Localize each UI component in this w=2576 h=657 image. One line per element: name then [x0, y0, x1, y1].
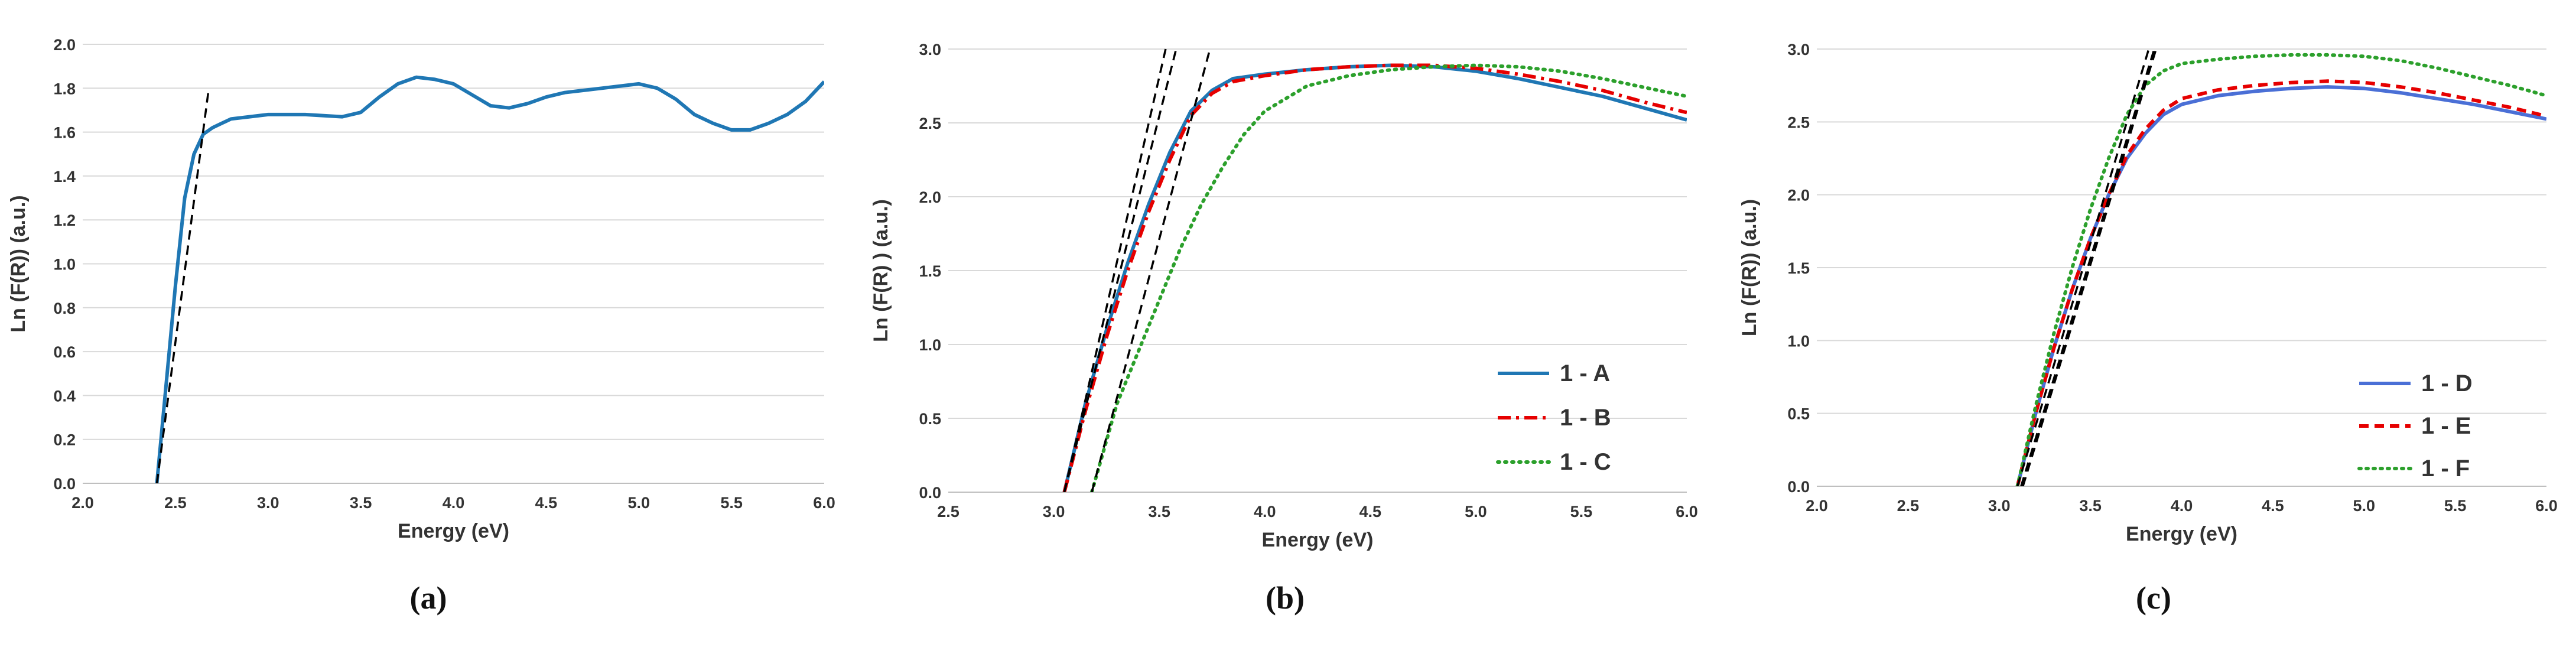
- x-tick-label: 6.0: [2535, 497, 2558, 515]
- legend: 1 - A 1 - B 1 - C: [1496, 360, 1611, 475]
- x-tick-label: 3.0: [1043, 503, 1065, 521]
- y-tick-label: 3.0: [919, 41, 941, 58]
- panel-label: (c): [2136, 580, 2171, 616]
- y-tick-label: 2.5: [919, 115, 941, 132]
- x-tick-label: 2.5: [164, 494, 187, 512]
- y-tick-label: 0.5: [1787, 405, 1810, 423]
- panel-label: (a): [410, 580, 447, 616]
- y-axis-title: Ln (F(R) ) (a.u.): [870, 199, 892, 342]
- y-tick-label: 1.2: [53, 212, 76, 229]
- x-tick-label: 4.0: [2171, 497, 2193, 515]
- series-line-1-d: [2015, 85, 2546, 486]
- chart-panel-2: 0.0 0.5 1.0 1.5 2.0 2.5 3.0 2.5 3.0 3.5 4.0 4.5 5.0 5…: [870, 41, 1698, 616]
- series-line-sample: [155, 75, 824, 483]
- x-tick-label: 3.0: [257, 494, 279, 512]
- y-tick-label: 2.0: [1787, 187, 1810, 204]
- y-tick-label: 2.5: [1787, 113, 1810, 131]
- x-tick-label: 2.0: [1806, 497, 1828, 515]
- x-tick-label: 2.0: [71, 494, 94, 512]
- chart-panel-3: 0.0 0.5 1.0 1.5 2.0 2.5 3.0 2.0 2.5 3.0 3.5 4.0 4.5 5…: [1738, 41, 2558, 616]
- y-tick-label: 0.2: [53, 431, 76, 449]
- legend-label: 1 - C: [1560, 449, 1611, 475]
- x-axis-title: Energy (eV): [2126, 523, 2237, 545]
- legend-label: 1 - A: [1560, 360, 1610, 386]
- x-tick-label: 4.5: [535, 494, 558, 512]
- y-tick-label: 0.0: [919, 484, 941, 502]
- legend-label: 1 - E: [2421, 413, 2471, 439]
- x-tick-label: 2.5: [937, 503, 960, 521]
- legend-label: 1 - D: [2421, 370, 2473, 396]
- x-tick-label: 6.0: [1676, 503, 1698, 521]
- y-tick-label: 1.0: [53, 256, 76, 274]
- y-tick-label: 2.0: [53, 36, 76, 54]
- y-tick-label: 1.4: [53, 168, 76, 186]
- y-tick-label: 1.0: [1787, 332, 1810, 350]
- series-line-1-c: [1089, 63, 1687, 492]
- x-tick-label: 3.5: [1148, 503, 1170, 521]
- plot-area: [1062, 48, 1687, 492]
- series-line-1-b: [1062, 63, 1687, 492]
- legend: 1 - D 1 - E 1 - F: [2357, 370, 2473, 482]
- x-tick-label: 2.5: [1897, 497, 1920, 515]
- legend-label: 1 - B: [1560, 405, 1611, 431]
- x-tick-label: 3.0: [1988, 497, 2011, 515]
- x-tick-label: 4.5: [2262, 497, 2284, 515]
- y-tick-label: 3.0: [1787, 41, 1810, 58]
- x-tick-label: 5.5: [2444, 497, 2467, 515]
- x-axis-title: Energy (eV): [398, 520, 509, 542]
- x-tick-label: 5.5: [720, 494, 743, 512]
- y-tick-label: 1.5: [1787, 259, 1810, 277]
- y-tick-label: 0.0: [53, 475, 76, 493]
- x-tick-label: 6.0: [813, 494, 835, 512]
- plot-area: [2015, 48, 2546, 486]
- y-tick-label: 2.0: [919, 188, 941, 206]
- y-tick-label: 1.5: [919, 262, 941, 280]
- x-tick-label: 5.0: [627, 494, 650, 512]
- y-tick-label: 0.4: [53, 387, 76, 405]
- y-tick-label: 1.0: [919, 336, 941, 354]
- tangent-line: [155, 88, 210, 483]
- y-tick-label: 1.6: [53, 124, 76, 142]
- y-tick-label: 0.0: [1787, 478, 1810, 496]
- chart-panel-1: 0.0 0.2 0.4 0.6 0.8 1.0 1.2 1.4 1.6 1.8 2.0 2.0 2.5 3…: [7, 36, 835, 616]
- x-tick-label: 5.0: [2353, 497, 2375, 515]
- x-tick-label: 3.5: [2079, 497, 2102, 515]
- y-tick-label: 1.8: [53, 80, 76, 97]
- y-axis-title: Ln (F(R)) (a.u.): [1738, 199, 1761, 336]
- panel-label: (b): [1266, 580, 1305, 616]
- x-axis-title: Energy (eV): [1262, 529, 1374, 551]
- x-tick-label: 5.0: [1465, 503, 1487, 521]
- y-tick-label: 0.6: [53, 343, 76, 361]
- series-line-1-f: [2015, 53, 2546, 486]
- y-tick-label: 0.8: [53, 300, 76, 317]
- plot-area: [155, 75, 824, 483]
- y-axis-title: Ln (F(R)) (a.u.): [7, 195, 30, 332]
- x-tick-label: 4.0: [1254, 503, 1276, 521]
- x-tick-label: 5.5: [1570, 503, 1593, 521]
- x-tick-label: 4.5: [1359, 503, 1382, 521]
- legend-label: 1 - F: [2421, 456, 2470, 482]
- y-tick-label: 0.5: [919, 410, 941, 428]
- series-line-1-e: [2015, 79, 2546, 486]
- x-tick-label: 4.0: [443, 494, 465, 512]
- x-tick-label: 3.5: [350, 494, 372, 512]
